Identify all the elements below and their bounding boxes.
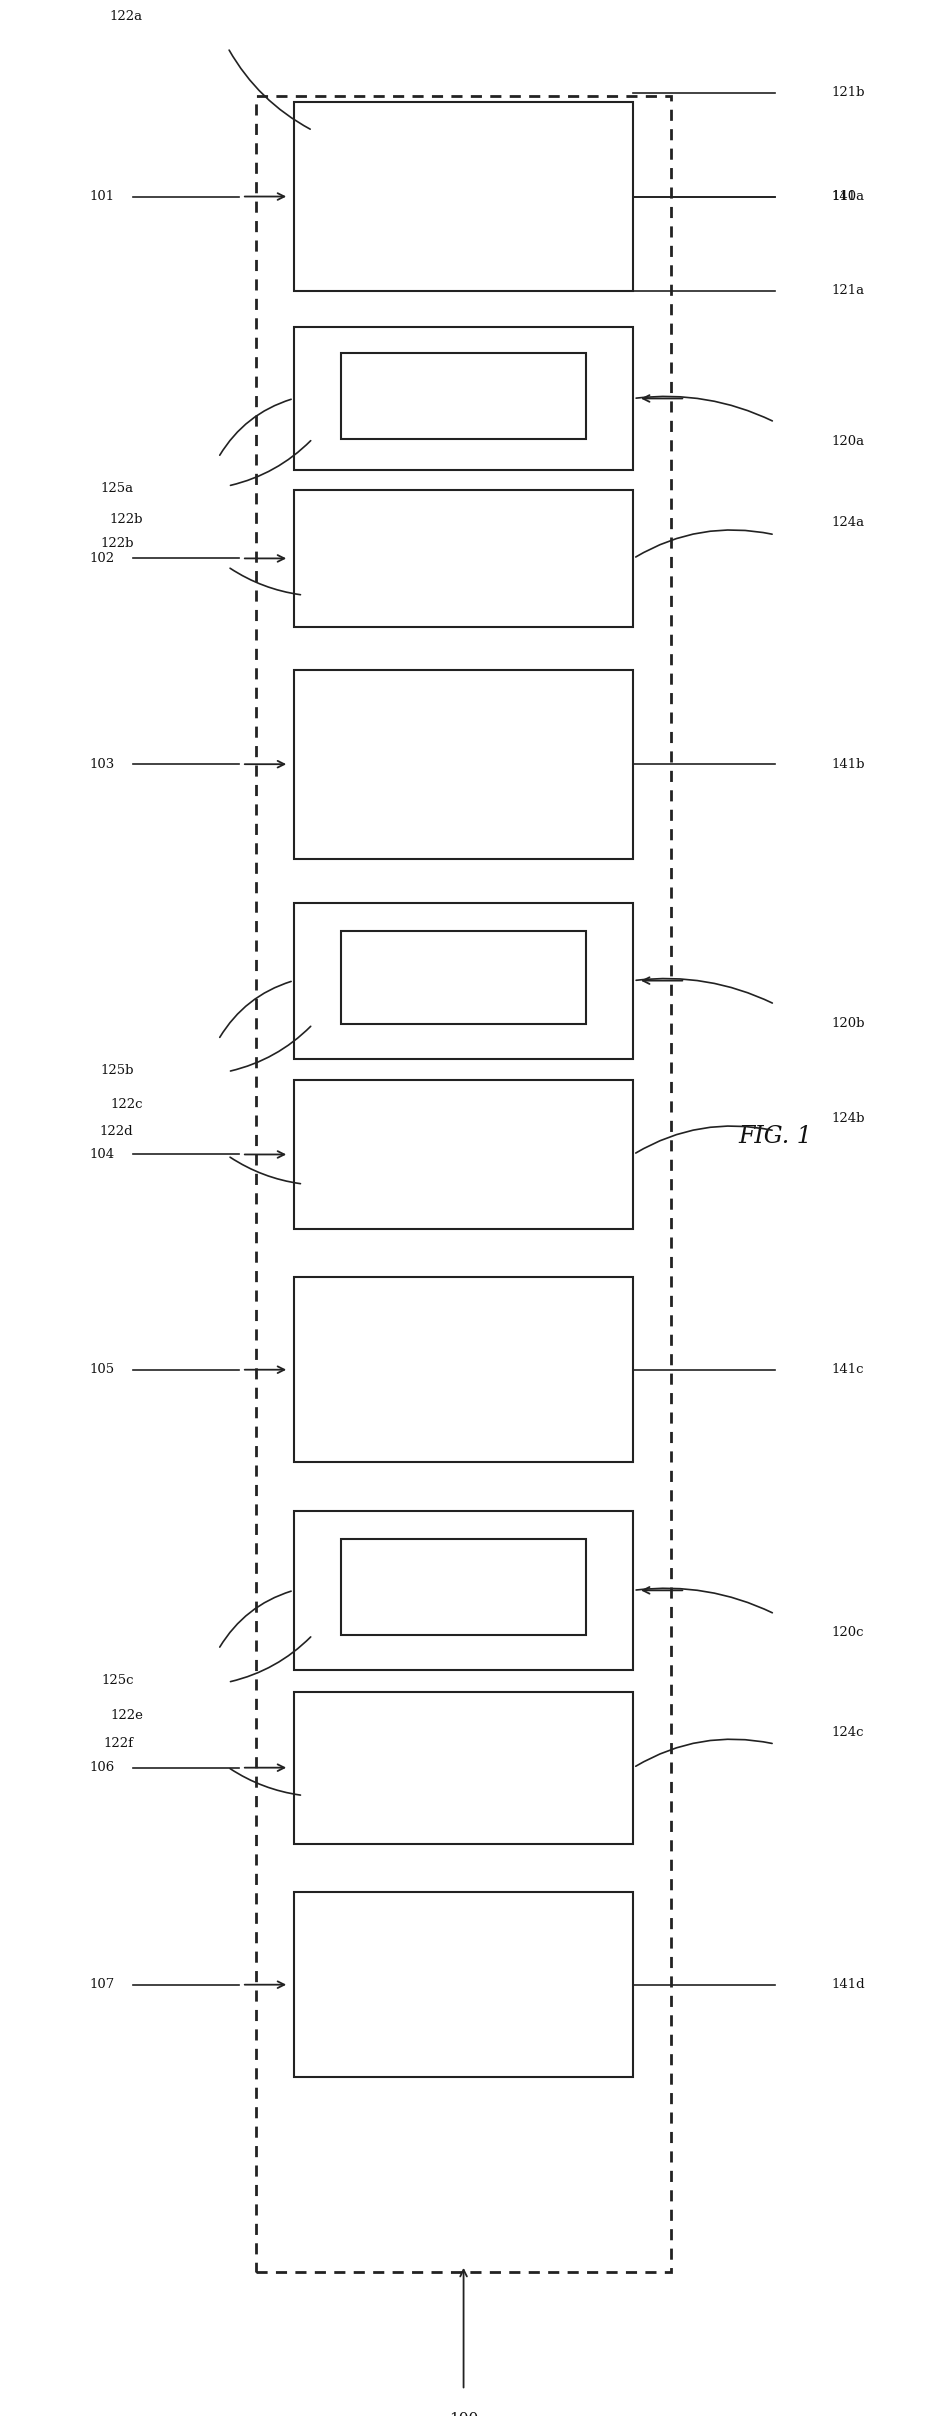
- Text: 120c: 120c: [832, 1626, 864, 1640]
- Bar: [341, 1539, 587, 1636]
- Text: 100: 100: [449, 2411, 478, 2416]
- Text: 124c: 124c: [832, 1725, 864, 1740]
- Text: 122d: 122d: [100, 1126, 133, 1138]
- Text: 141b: 141b: [832, 759, 865, 771]
- Text: 122c: 122c: [111, 1099, 143, 1111]
- Text: 102: 102: [90, 551, 114, 565]
- Text: 125b: 125b: [100, 1063, 133, 1078]
- Bar: [294, 904, 634, 1058]
- Text: 120b: 120b: [832, 1017, 865, 1029]
- Bar: [256, 97, 671, 2271]
- Text: 105: 105: [90, 1363, 114, 1377]
- Text: 103: 103: [89, 759, 114, 771]
- Text: 125a: 125a: [100, 481, 133, 495]
- Bar: [294, 490, 634, 628]
- Text: 125c: 125c: [101, 1674, 133, 1686]
- Text: 141d: 141d: [832, 1979, 865, 1991]
- Bar: [294, 1510, 634, 1669]
- Text: 124b: 124b: [832, 1111, 865, 1126]
- Text: 122a: 122a: [110, 10, 143, 24]
- Bar: [294, 1691, 634, 1843]
- Text: 121a: 121a: [832, 285, 865, 297]
- Text: 122b: 122b: [100, 536, 133, 548]
- Bar: [341, 930, 587, 1024]
- Bar: [294, 326, 634, 471]
- Text: FIG. 1: FIG. 1: [738, 1126, 812, 1148]
- Text: 121b: 121b: [832, 87, 865, 99]
- Text: 141a: 141a: [832, 191, 865, 203]
- Text: 110: 110: [832, 191, 856, 203]
- Bar: [341, 353, 587, 440]
- Text: 120a: 120a: [832, 435, 865, 447]
- Text: 101: 101: [90, 191, 114, 203]
- Bar: [294, 669, 634, 858]
- Text: 106: 106: [89, 1761, 114, 1773]
- Text: 141c: 141c: [832, 1363, 864, 1377]
- Text: 124a: 124a: [832, 517, 865, 529]
- Bar: [294, 1080, 634, 1230]
- Bar: [294, 1892, 634, 2078]
- Bar: [294, 101, 634, 290]
- Text: 122f: 122f: [103, 1737, 133, 1749]
- Text: 122e: 122e: [110, 1708, 143, 1723]
- Text: 107: 107: [89, 1979, 114, 1991]
- Text: 122b: 122b: [110, 512, 143, 527]
- Bar: [294, 1278, 634, 1462]
- Text: 104: 104: [90, 1148, 114, 1162]
